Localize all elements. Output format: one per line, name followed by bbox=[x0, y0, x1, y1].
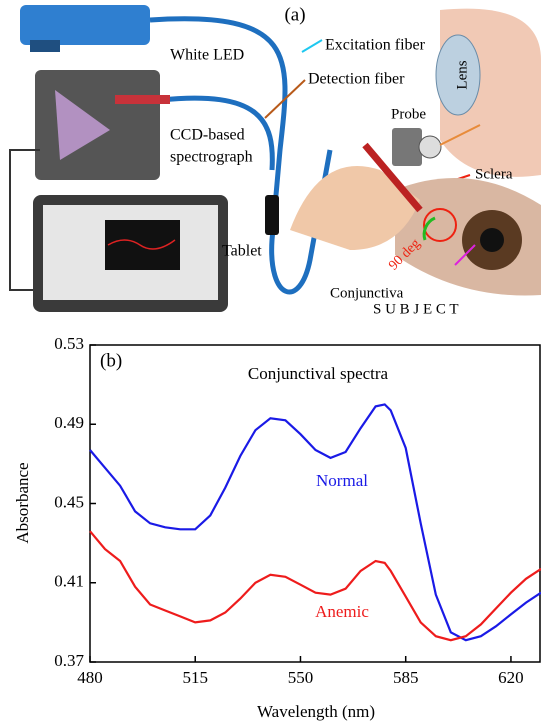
screen-curve bbox=[107, 239, 176, 250]
chart-title: Conjunctival spectra bbox=[248, 364, 389, 383]
x-tick-label: 480 bbox=[77, 668, 103, 687]
lens-shape bbox=[435, 34, 481, 116]
panel-a: (a) White LED Excitation fiber Detection… bbox=[9, 4, 541, 317]
detection-fiber-cable bbox=[159, 95, 275, 171]
x-tick-label: 585 bbox=[393, 668, 419, 687]
series-label: Normal bbox=[316, 471, 368, 490]
series-line bbox=[89, 403, 541, 642]
y-axis-label: Absorbance bbox=[13, 462, 32, 543]
probe-body bbox=[392, 128, 422, 166]
series-line bbox=[89, 530, 541, 642]
spectrum-beam bbox=[55, 90, 110, 160]
x-axis-label: Wavelength (nm) bbox=[257, 702, 375, 721]
label: Lens bbox=[454, 60, 470, 89]
x-tick-label: 550 bbox=[288, 668, 314, 687]
label: Excitation fiber bbox=[325, 37, 426, 54]
conjunctiva-arrow bbox=[454, 244, 476, 266]
series-label: Anemic bbox=[315, 602, 369, 621]
label: Detection fiber bbox=[308, 71, 405, 88]
y-tick-label: 0.41 bbox=[54, 572, 84, 591]
panel-label: (a) bbox=[284, 4, 305, 25]
pupil bbox=[480, 228, 504, 252]
probe-tip bbox=[418, 135, 442, 159]
probe-handle bbox=[362, 142, 423, 213]
panel-label: (b) bbox=[100, 350, 122, 371]
conjunctiva-arc bbox=[422, 216, 436, 241]
chart: (b) Conjunctival spectra Wavelength (nm)… bbox=[13, 334, 541, 721]
label: Sclera bbox=[475, 166, 513, 182]
x-tick-label: 515 bbox=[182, 668, 208, 687]
x-tick-label: 620 bbox=[498, 668, 524, 687]
probe-circle bbox=[423, 208, 457, 242]
y-tick-label: 0.53 bbox=[54, 334, 84, 353]
y-tick-label: 0.37 bbox=[54, 651, 84, 670]
label: Probe bbox=[391, 106, 426, 122]
cable bbox=[9, 149, 40, 291]
probe-ray bbox=[439, 124, 481, 146]
label: CCD-based bbox=[170, 127, 245, 144]
fiber-junction bbox=[265, 195, 279, 235]
label: S U B J E C T bbox=[373, 301, 459, 317]
led-foot bbox=[30, 40, 60, 52]
excitation-fiber-cable bbox=[149, 16, 333, 295]
y-tick-label: 0.49 bbox=[54, 413, 84, 432]
led-source bbox=[20, 5, 150, 45]
excitation-arrow bbox=[301, 39, 323, 53]
label: spectrograph bbox=[170, 149, 253, 166]
hand bbox=[290, 166, 420, 250]
y-tick-label: 0.45 bbox=[54, 492, 84, 511]
label: Tablet bbox=[222, 243, 262, 260]
label: White LED bbox=[170, 47, 244, 64]
connector bbox=[115, 95, 170, 104]
detection-arrow bbox=[264, 79, 306, 119]
label: Conjunctiva bbox=[330, 285, 404, 301]
